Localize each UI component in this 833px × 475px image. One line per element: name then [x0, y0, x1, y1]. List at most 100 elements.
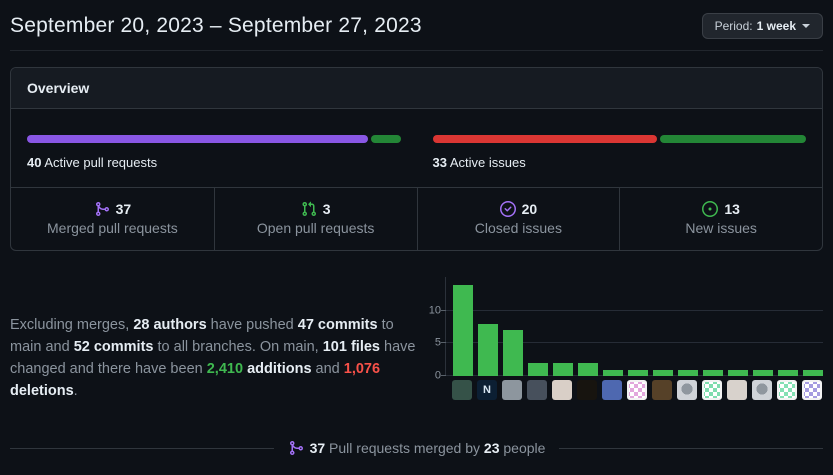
text-span: have changed and there have been [10, 338, 416, 377]
contributor-avatar[interactable] [552, 380, 572, 400]
gridline [446, 309, 823, 311]
text-span: deletions [10, 382, 74, 399]
text-span: 101 files [322, 338, 380, 355]
text-span: 37 [309, 440, 326, 457]
new-issues-count: 13 [724, 201, 740, 217]
stats-row: 37 Merged pull requests 3 Open pull requ… [11, 187, 822, 250]
contributor-avatar[interactable] [527, 380, 547, 400]
pull-requests-meter-label: 40 Active pull requests [27, 155, 401, 170]
commit-bar [728, 369, 748, 376]
commit-bar [703, 369, 723, 376]
closed-issues-count: 20 [521, 201, 538, 217]
commit-bar [503, 330, 523, 376]
text-span: additions [247, 360, 312, 377]
chevron-down-icon [802, 24, 810, 28]
divider-line-left [10, 447, 274, 449]
contributor-avatar[interactable] [777, 380, 797, 400]
commits-bar-chart: 0 5 10 N [425, 277, 823, 400]
overview-panel-title: Overview [11, 68, 822, 109]
stat-open-pull-requests[interactable]: 3 Open pull requests [213, 188, 417, 250]
merged-pr-label: Merged pull requests [47, 220, 178, 236]
text-span: 28 authors [133, 316, 207, 333]
commit-bar [653, 369, 673, 376]
text-span: Excluding merges, [10, 316, 134, 333]
commit-bar [603, 369, 623, 376]
commit-bar [753, 369, 773, 376]
axis-tick [441, 309, 446, 311]
contributor-avatar[interactable] [702, 380, 722, 400]
bars-container [446, 277, 823, 376]
commit-bar [478, 323, 498, 376]
issues-meter-label: 33 Active issues [433, 155, 807, 170]
stat-merged-pull-requests[interactable]: 37 Merged pull requests [11, 188, 214, 250]
text-span: and [311, 360, 344, 377]
contributor-avatar[interactable] [802, 380, 822, 400]
issues-meter-track [432, 135, 806, 143]
pull-requests-meter: 40 Active pull requests [11, 109, 417, 187]
text-span: 2,410 [206, 360, 244, 377]
active-pr-text: Active pull requests [44, 155, 158, 170]
open-pr-count: 3 [322, 201, 331, 217]
text-span: 47 commits [297, 316, 378, 333]
open-pr-label: Open pull requests [256, 220, 375, 236]
issues-meter: 33 Active issues [417, 109, 823, 187]
y-axis-tick-label: 0 [434, 369, 441, 382]
merged-pr-count: 37 [115, 201, 132, 217]
new-issues-label: New issues [685, 220, 757, 236]
period-button-prefix: Period: [714, 19, 753, 33]
active-pr-count: 40 [27, 155, 42, 170]
meter-segment [370, 135, 401, 143]
git-pull-request-icon [302, 201, 316, 217]
contributor-avatar[interactable] [452, 380, 472, 400]
meter-segment [27, 135, 368, 143]
commit-bar [578, 362, 598, 376]
stat-closed-issues[interactable]: 20 Closed issues [416, 188, 620, 250]
text-span: . [73, 382, 78, 399]
commit-bar [453, 284, 473, 376]
active-issues-text: Active issues [449, 155, 526, 170]
active-issues-count: 33 [432, 155, 447, 170]
text-span: 1,076 [343, 360, 381, 377]
y-axis-tick-label: 10 [428, 304, 441, 317]
commit-bar [803, 369, 823, 376]
text-span: to all branches. On main, [153, 338, 323, 355]
contributor-avatar[interactable] [627, 380, 647, 400]
git-merge-icon [95, 201, 109, 217]
divider-line-right [559, 447, 823, 449]
contributor-avatar[interactable] [502, 380, 522, 400]
contributor-avatar[interactable] [677, 380, 697, 400]
contributor-avatar-row: N [445, 380, 823, 400]
axis-tick [441, 375, 446, 376]
period-button[interactable]: Period: 1 week [701, 13, 823, 39]
merged-by-summary: 37 Pull requests merged by 23 people [10, 440, 823, 456]
contributor-avatar[interactable]: N [477, 380, 497, 400]
text-span: 52 commits [73, 338, 154, 355]
meter-segment [432, 135, 657, 143]
text-span: to main and [10, 316, 394, 355]
page-header: September 20, 2023 – September 27, 2023 … [10, 0, 823, 51]
stat-new-issues[interactable]: 13 New issues [619, 188, 822, 250]
period-button-value: 1 week [756, 19, 796, 33]
commit-bar [628, 369, 648, 376]
chart-plot-area: 0 5 10 [429, 277, 823, 381]
contributor-avatar[interactable] [727, 380, 747, 400]
contributor-avatar[interactable] [602, 380, 622, 400]
meter-segment [659, 135, 806, 143]
contributor-avatar[interactable] [577, 380, 597, 400]
activity-section: Excluding merges, 28 authors have pushed… [10, 277, 823, 416]
git-merge-icon [289, 441, 303, 456]
pull-requests-meter-track [27, 135, 401, 143]
merged-by-content: 37 Pull requests merged by 23 people [288, 440, 546, 456]
text-span: 23 [483, 440, 500, 457]
commit-bar [678, 369, 698, 376]
activity-summary-text: Excluding merges, 28 authors have pushed… [10, 292, 416, 402]
contributor-avatar[interactable] [652, 380, 672, 400]
commit-bar [553, 362, 573, 376]
contributor-avatar[interactable] [752, 380, 772, 400]
merged-by-text: 37 Pull requests merged by 23 people [310, 440, 546, 456]
y-axis-tick-label: 5 [434, 336, 441, 349]
issue-opened-icon [702, 201, 719, 217]
page-title: September 20, 2023 – September 27, 2023 [10, 14, 422, 37]
text-span: people [499, 440, 546, 457]
commit-bar [528, 362, 548, 376]
